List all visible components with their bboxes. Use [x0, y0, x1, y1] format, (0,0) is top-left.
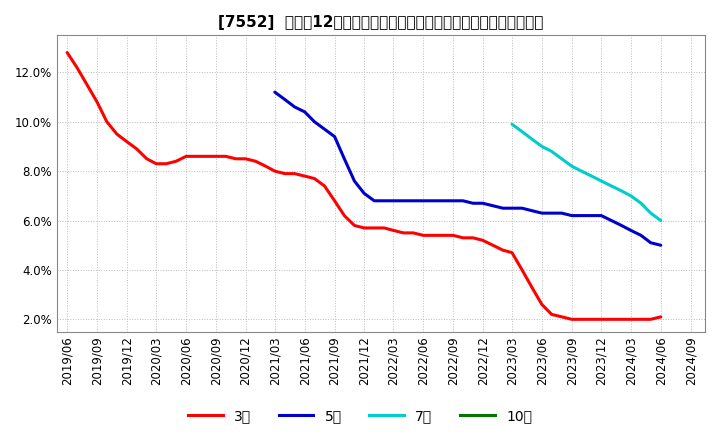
Title: [7552]  売上高12か月移動合計の対前年同期増減率の標準偏差の推移: [7552] 売上高12か月移動合計の対前年同期増減率の標準偏差の推移 [218, 15, 544, 30]
Legend: 3年, 5年, 7年, 10年: 3年, 5年, 7年, 10年 [182, 403, 538, 429]
